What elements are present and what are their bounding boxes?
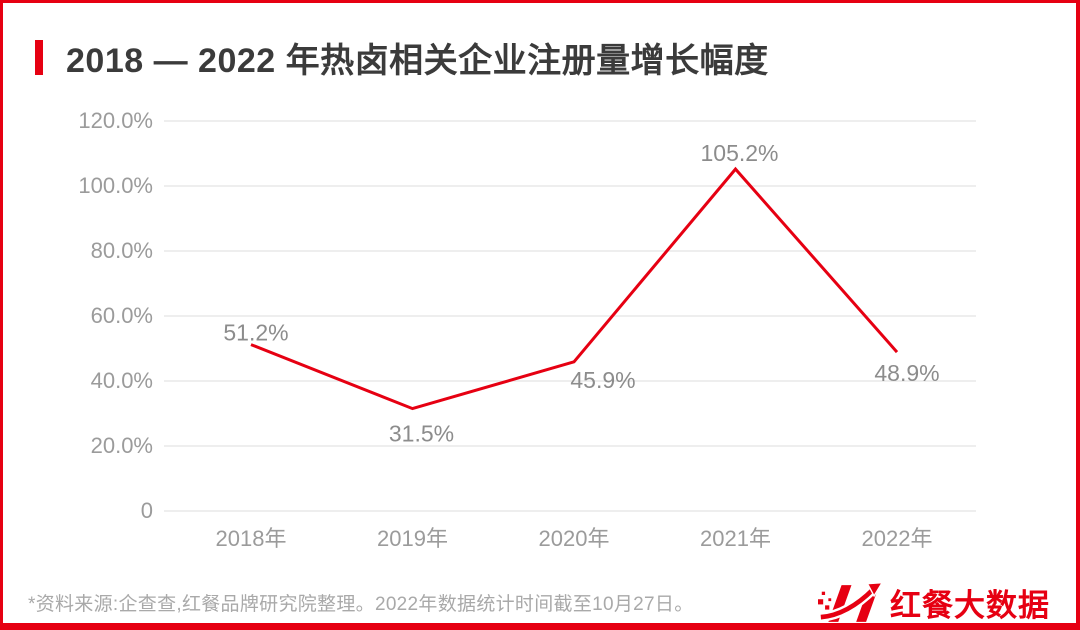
data-label: 51.2%: [223, 320, 288, 346]
y-tick-label: 40.0%: [91, 368, 153, 393]
y-tick-label: 120.0%: [78, 108, 153, 133]
x-axis-label: 2022年: [862, 526, 933, 551]
y-tick-label: 0: [141, 498, 153, 523]
brand-logo-icon: [818, 581, 884, 622]
data-label: 48.9%: [874, 360, 939, 386]
data-label: 45.9%: [570, 367, 635, 393]
x-axis-label: 2018年: [216, 526, 287, 551]
trend-line: [250, 166, 899, 411]
source-note: *资料来源:企查查,红餐品牌研究院整理。2022年数据统计时间截至10月27日。: [28, 594, 694, 615]
brand-logo: 红餐大数据: [818, 580, 1050, 623]
y-tick-label: 60.0%: [91, 303, 153, 328]
data-label: 105.2%: [700, 140, 778, 166]
data-label: 31.5%: [389, 421, 454, 447]
title-accent-bar: [35, 40, 43, 75]
x-axis-label: 2020年: [539, 526, 610, 551]
x-axis-label: 2019年: [377, 526, 448, 551]
y-tick-label: 100.0%: [78, 173, 153, 198]
growth-line-chart: 120.0% 100.0% 80.0% 60.0% 40.0% 20.0% 0 2018年 20…: [78, 108, 976, 551]
chart-title: 2018 — 2022 年热卤相关企业注册量增长幅度: [66, 42, 769, 80]
x-axis-label: 2021年: [700, 526, 771, 551]
y-tick-label: 20.0%: [91, 433, 153, 458]
chart-header: 2018 — 2022 年热卤相关企业注册量增长幅度: [35, 33, 769, 82]
y-tick-label: 80.0%: [91, 238, 153, 263]
brand-logo-text: 红餐大数据: [890, 588, 1050, 623]
